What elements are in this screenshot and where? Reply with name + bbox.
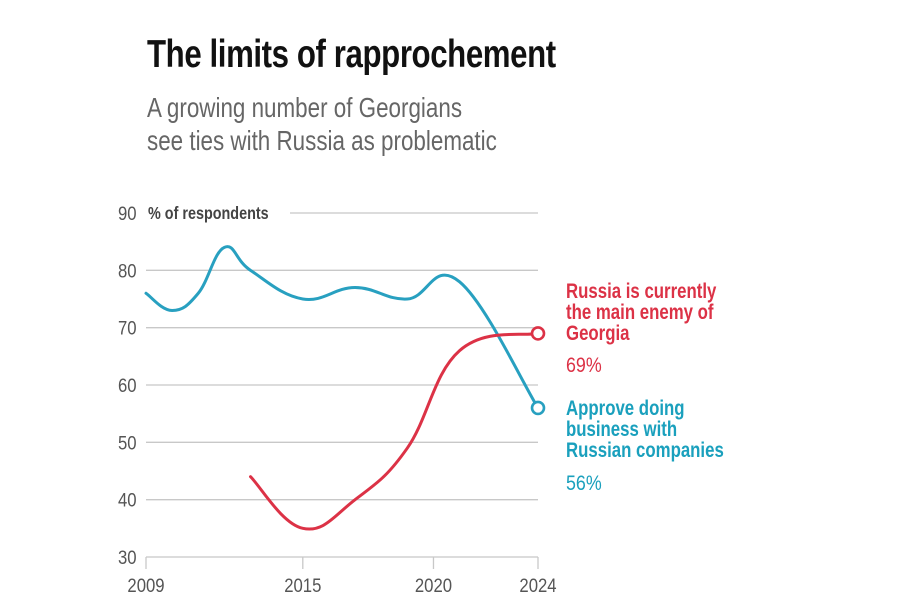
value-text: 56% (566, 472, 602, 495)
label-line: Russia is currently (566, 280, 717, 303)
series-end-marker (530, 400, 546, 416)
label-line: business with (566, 418, 678, 441)
y-tick-label: 80 (118, 260, 137, 281)
series-line-approve-business (144, 245, 540, 410)
y-tick-label: 40 (118, 490, 137, 511)
series-label-main-enemy: Russia is currently the main enemy of Ge… (566, 281, 754, 344)
label-line: Russian companies (566, 439, 724, 462)
chart-subtitle-line-2: see ties with Russia as problematic (147, 125, 584, 157)
y-tick-label: 50 (118, 432, 137, 453)
series-lines (144, 245, 546, 531)
y-tick-label: 30 (118, 547, 137, 568)
value-text: 69% (566, 354, 602, 377)
axes: 30 40 50 60 70 80 90 % of respondents 2009 2015 20… (118, 203, 557, 596)
series-end-marker (530, 326, 546, 341)
chart-title-text: The limits of rapprochement (147, 33, 556, 76)
series-label-approve-business: Approve doing business with Russian comp… (566, 398, 763, 461)
label-line: Georgia (566, 322, 630, 345)
y-tick-label: 90 (118, 203, 137, 224)
subtitle-text-1: A growing number of Georgians (147, 92, 463, 123)
gridlines (146, 212, 538, 501)
series-value-main-enemy: 69% (566, 354, 608, 378)
y-axis-label: % of respondents (148, 204, 269, 224)
x-tick-label: 2024 (519, 575, 556, 596)
label-line: Approve doing (566, 397, 685, 420)
series-line-main-enemy (249, 331, 540, 531)
x-tick-label: 2009 (127, 575, 164, 596)
series-value-approve-business: 56% (566, 472, 608, 496)
label-line: the main enemy of (566, 301, 714, 324)
chart-subtitle-line-1: A growing number of Georgians (147, 92, 541, 124)
y-tick-label: 70 (118, 318, 137, 339)
chart-title: The limits of rapprochement (147, 33, 658, 77)
subtitle-text-2: see ties with Russia as problematic (147, 125, 497, 156)
x-tick-label: 2020 (415, 575, 452, 596)
x-tick-label: 2015 (284, 575, 321, 596)
y-tick-label: 60 (118, 375, 137, 396)
